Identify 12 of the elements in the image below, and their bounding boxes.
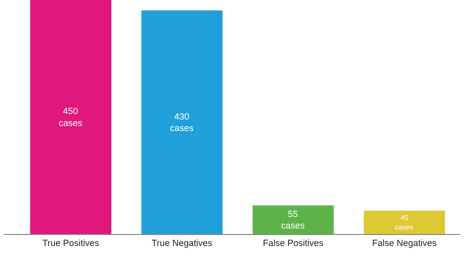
data-label: 450 cases bbox=[58, 106, 83, 128]
data-label: 55 cases bbox=[281, 208, 306, 231]
bar bbox=[141, 10, 223, 234]
x-tick-label: True Positives bbox=[42, 238, 100, 248]
x-tick-label: True Negatives bbox=[152, 238, 213, 248]
data-label: 430 cases bbox=[170, 111, 194, 134]
x-tick-label: False Positives bbox=[262, 238, 324, 248]
x-tick-label: False Negatives bbox=[372, 238, 438, 248]
bar bbox=[364, 210, 445, 234]
bar bbox=[30, 0, 112, 234]
bar bbox=[252, 205, 334, 234]
data-label: 45 cases bbox=[394, 213, 414, 232]
